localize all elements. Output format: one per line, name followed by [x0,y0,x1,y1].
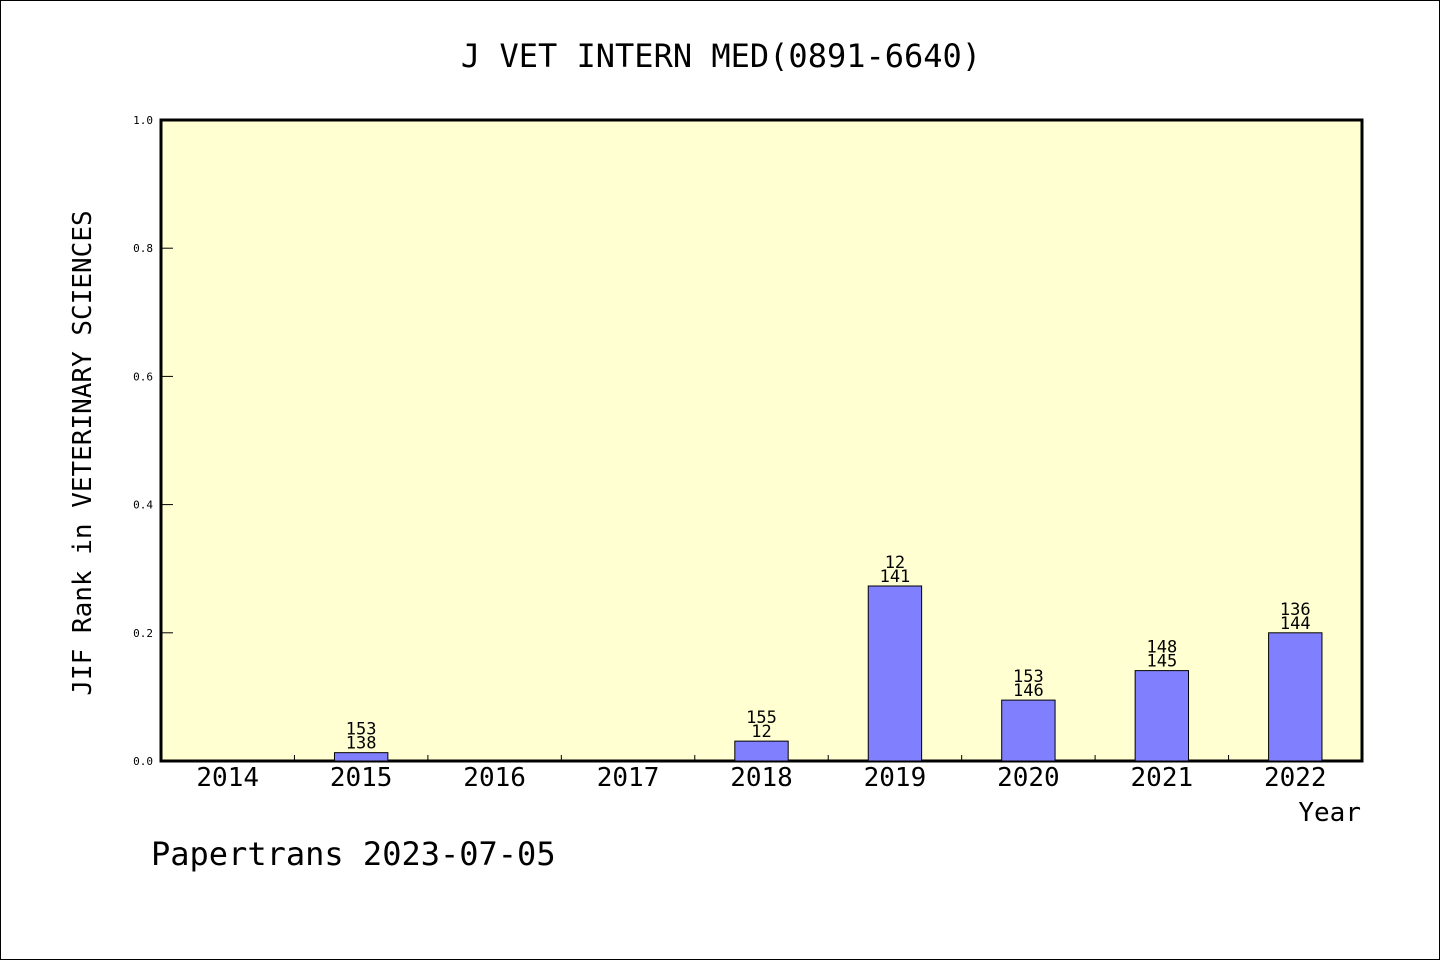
bar-value-label: 153 [1013,667,1044,687]
x-tick-label: 2020 [997,763,1060,793]
y-tick-label: 0.6 [133,370,153,383]
bar [867,585,923,762]
bar-value-label: 144 [1280,614,1311,634]
bar [1268,632,1323,762]
x-tick-label: 2022 [1264,763,1327,793]
bar-value-label: 12 [751,722,771,742]
x-axis-label: Year [1298,798,1361,828]
bar-value-label: 146 [1013,681,1044,701]
bar [1134,670,1190,762]
bar [1001,699,1056,762]
x-tick-label: 2019 [864,763,927,793]
chart-title: J VET INTERN MED(0891-6640) [461,37,981,75]
y-tick-label: 0.2 [133,627,153,640]
bar-value-label: 138 [346,734,377,754]
bar-value-label: 148 [1146,638,1177,658]
x-tick-label: 2018 [730,763,793,793]
bars [333,585,1323,762]
bar-value-label: 153 [346,720,377,740]
y-axis-ticks: 0.0 0.2 0.4 0.6 0.8 1.0 [133,114,173,768]
x-tick-label: 2015 [330,763,393,793]
y-tick-label: 0.8 [133,242,153,255]
bar-value-label: 141 [880,567,911,587]
bar [333,752,389,762]
x-tick-label: 2021 [1131,763,1194,793]
x-axis-ticks: 2014 2015 2016 2017 2018 2019 2020 2021 2022 [196,755,1327,793]
bar-value-label: 12 [885,553,905,573]
plot-area [159,118,1364,763]
y-tick-label: 1.0 [133,114,153,127]
y-tick-label: 0.0 [133,755,153,768]
y-tick-label: 0.4 [133,499,153,512]
bar-value-label: 145 [1146,652,1177,672]
x-tick-label: 2017 [597,763,660,793]
x-tick-label: 2014 [196,763,259,793]
bar [734,740,789,762]
bar-value-label: 136 [1280,600,1311,620]
x-tick-label: 2016 [463,763,526,793]
bar-value-label: 155 [746,708,777,728]
footer-text: Papertrans 2023-07-05 [151,835,556,873]
y-axis-label: JIF Rank in VETERINARY SCIENCES [68,210,98,695]
